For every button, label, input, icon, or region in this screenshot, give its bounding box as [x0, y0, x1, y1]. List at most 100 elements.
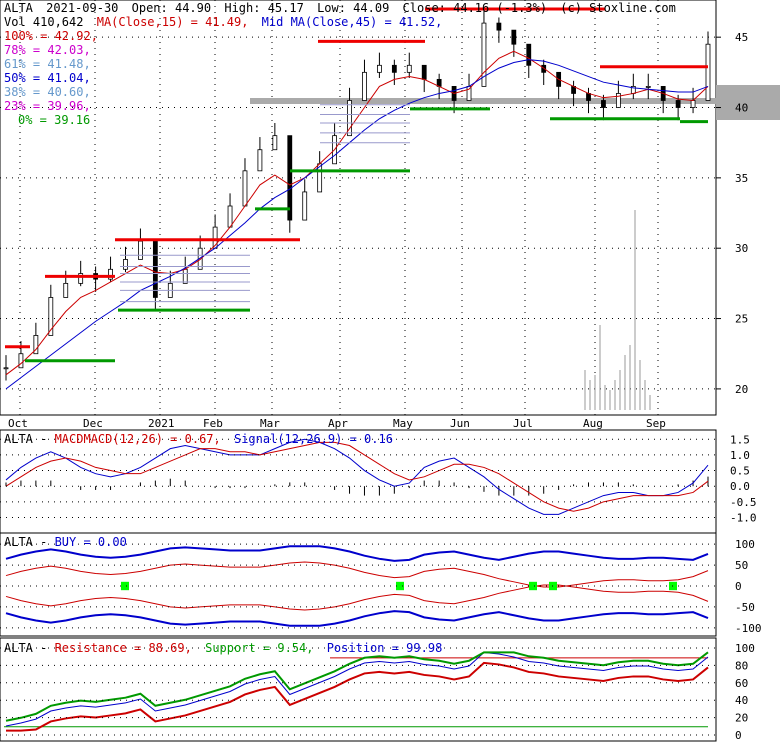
- macd-y-ticks: 1.5 1.0 0.5 0.0 -0.5 -1.0: [0, 433, 757, 524]
- candle-body: [182, 268, 188, 284]
- price-y-tick-label: 20: [735, 383, 748, 396]
- candle-body: [481, 22, 487, 87]
- header-ma15: MA(Close,15) = 41.49,: [97, 15, 249, 29]
- ma15-line: [5, 50, 709, 376]
- buy-y-tick-label: 50: [735, 559, 748, 572]
- candle-body: [138, 240, 143, 260]
- buy-signal-marker: [529, 581, 537, 591]
- buy-y-tick-label: -50: [735, 601, 755, 614]
- buy-y-tick-label: 100: [735, 538, 755, 551]
- price-y-tick-label: 30: [735, 242, 748, 255]
- fib-level-label: 0% = 39.16: [18, 113, 90, 127]
- macd-label-signal: Signal(12,26,9) = 0.16: [234, 432, 393, 446]
- rs-y-tick-label: 100: [735, 642, 755, 655]
- candle-body: [377, 64, 382, 73]
- candle-body: [123, 259, 128, 270]
- volume-profile-band: [716, 85, 780, 120]
- price-y-tick-label: 35: [735, 172, 748, 185]
- buy-lower-band: [5, 610, 709, 627]
- buy-mid-red: [5, 561, 709, 588]
- candle-body: [197, 247, 203, 270]
- volume-bars: [250, 85, 780, 410]
- macd-label-symbol: ALTA -: [4, 432, 55, 446]
- fib-level-label: 61% = 41.48,: [4, 57, 91, 71]
- candle-body: [421, 64, 427, 80]
- header-source: (c) Stoxline.com: [560, 1, 676, 15]
- fib-level-label: 50% = 41.04,: [4, 71, 91, 85]
- candle-body: [302, 191, 308, 221]
- buy-label: ALTA - BUY = 0.00: [4, 535, 127, 549]
- buy-y-tick-label: -100: [735, 622, 762, 635]
- candle-body: [78, 273, 84, 284]
- rs-label-sup: Support = 9.54,: [205, 641, 313, 655]
- candle-body: [541, 64, 547, 73]
- macd-label: ALTA - MACDMACD(12,26) = 0.67, Signal(12…: [4, 432, 393, 446]
- candle-body: [675, 100, 681, 108]
- rs-y-tick-label: 60: [735, 677, 748, 690]
- candle-body: [705, 43, 711, 101]
- rs-y-tick-label: 40: [735, 694, 748, 707]
- price-x-tick-label: Jul: [513, 417, 533, 430]
- buy-envelope-lines: [5, 545, 709, 627]
- candle-body: [615, 93, 621, 108]
- price-y-tick-label: 25: [735, 313, 748, 326]
- rs-label: ALTA - Resistance = 88.69, Support = 9.5…: [4, 641, 442, 655]
- macd-y-tick-label: 1.5: [730, 433, 750, 446]
- signal-line: [5, 441, 709, 512]
- fib-level-label: 38% = 40.60,: [4, 85, 91, 99]
- price-x-ticks: Oct Dec 2021 Feb Mar Apr May Jun Jul Aug Sep: [8, 417, 666, 430]
- rs-label-res: Resistance = 88.69,: [55, 641, 192, 655]
- macd-y-tick-label: -1.0: [730, 511, 757, 524]
- buy-upper-band: [5, 545, 709, 562]
- ma45-line: [5, 59, 709, 390]
- buy-signal-marker: [121, 581, 129, 591]
- price-x-tick-label: Oct: [8, 417, 28, 430]
- candle-body: [152, 240, 158, 298]
- buy-label-name: BUY = 0.00: [55, 535, 127, 549]
- buy-label-symbol: ALTA -: [4, 535, 55, 549]
- price-x-tick-label: Sep: [646, 417, 666, 430]
- candle-body: [690, 100, 696, 108]
- price-x-tick-label: Dec: [83, 417, 103, 430]
- candle-body: [406, 64, 412, 73]
- candle-body: [391, 64, 397, 73]
- price-y-ticks: 45 40 35 30 25 20: [716, 31, 748, 396]
- rs-green-step: [5, 651, 709, 722]
- candle-body: [287, 135, 293, 221]
- rs-y-tick-label: 20: [735, 712, 748, 725]
- macd-line: [5, 438, 709, 515]
- candle-body: [48, 297, 54, 336]
- candle-body: [645, 86, 651, 88]
- candle-body: [526, 43, 532, 66]
- macd-histogram: [5, 476, 709, 496]
- candle-body: [272, 135, 278, 151]
- rs-lines: [4, 651, 709, 732]
- rs-y-tick-label: 80: [735, 659, 748, 672]
- buy-mid-red-2: [5, 584, 709, 611]
- macd-y-tick-label: 0.0: [730, 480, 750, 493]
- header-high: High: 45.17: [224, 1, 303, 15]
- header-ma45: Mid MA(Close,45) = 41.52,: [262, 15, 443, 29]
- price-x-tick-label: Jun: [450, 417, 470, 430]
- fib-level-label: 78% = 42.03,: [4, 43, 91, 57]
- candle-body: [18, 353, 24, 369]
- candle-body: [362, 71, 367, 101]
- price-x-tick-label: May: [393, 417, 413, 430]
- buy-y-tick-label: 0: [735, 580, 742, 593]
- price-x-tick-label: Feb: [203, 417, 223, 430]
- fib-level-labels: 100% = 42.92,78% = 42.03,61% = 41.48,50%…: [4, 29, 98, 127]
- candle-body: [33, 335, 39, 355]
- macd-label-name: MACDMACD(12,26) = 0.67,: [55, 432, 221, 446]
- price-panel-frame: [0, 0, 717, 416]
- price-y-tick-label: 45: [735, 31, 748, 44]
- fib-level-label: 100% = 42.92,: [4, 29, 98, 43]
- header-symbol: ALTA: [4, 1, 34, 15]
- header-open: Open: 44.90: [132, 1, 211, 15]
- candle-body: [108, 268, 113, 280]
- candle-body: [257, 149, 263, 172]
- price-x-tick-label: Apr: [328, 417, 348, 430]
- buy-signal-marker: [396, 581, 404, 591]
- macd-y-tick-label: 0.5: [730, 465, 750, 478]
- candle-body: [347, 100, 352, 137]
- header-line-2: Vol 410,642 MA(Close,15) = 41.49, Mid MA…: [4, 15, 442, 29]
